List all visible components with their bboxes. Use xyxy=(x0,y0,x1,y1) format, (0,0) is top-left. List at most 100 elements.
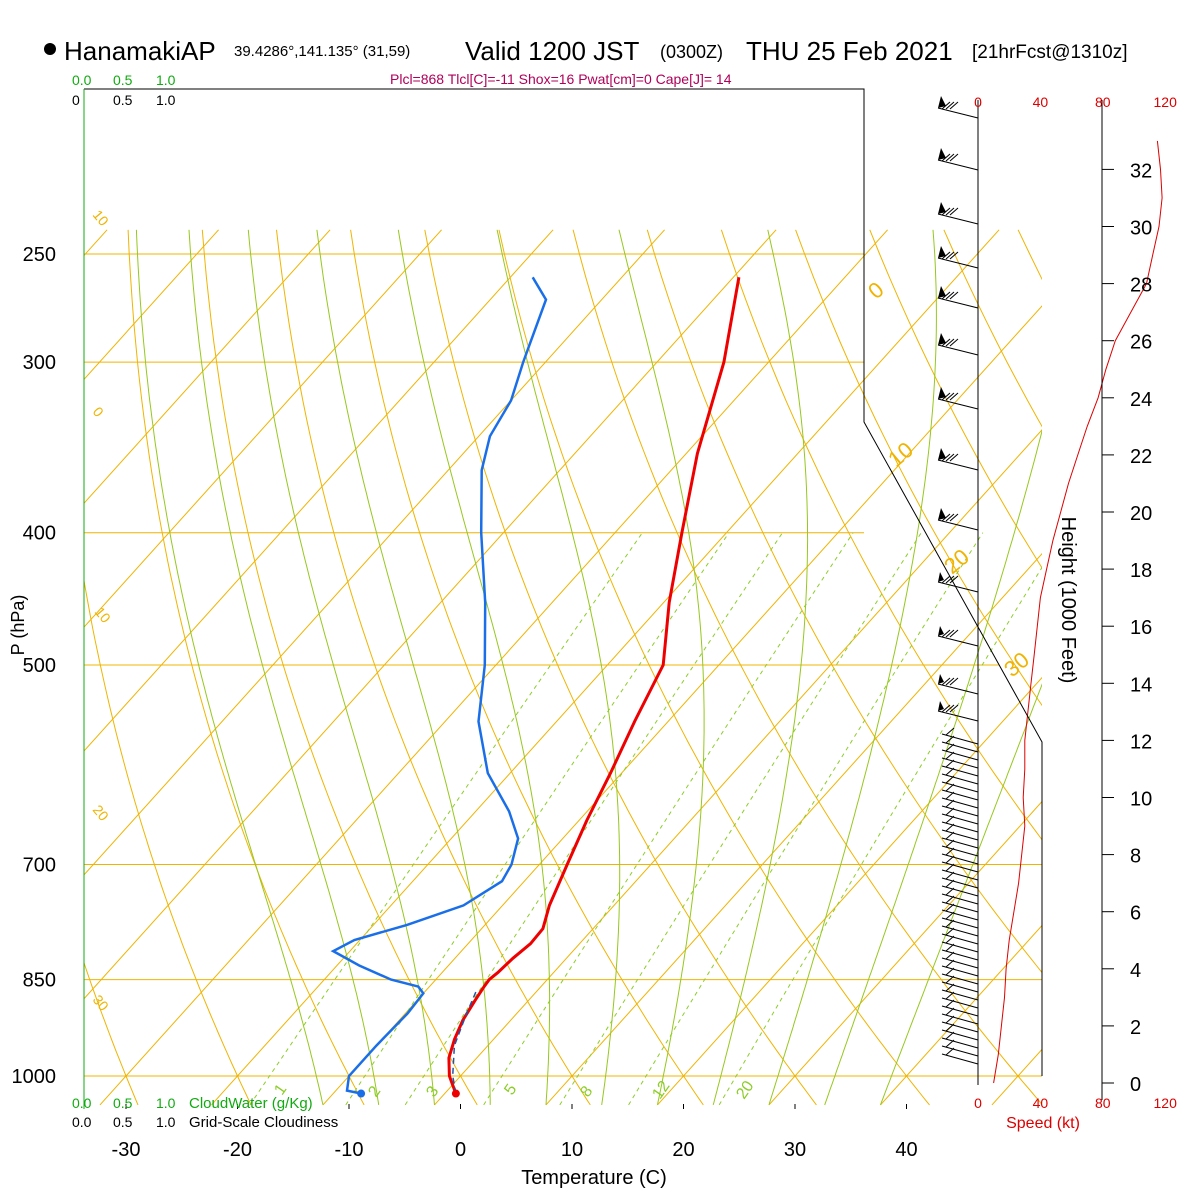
wind-barb xyxy=(941,957,979,969)
pressure-tick-label: 300 xyxy=(23,352,56,374)
dry-adiabat-label: 0 xyxy=(90,404,107,420)
wind-barb xyxy=(941,1037,979,1049)
wind-barb xyxy=(941,789,979,801)
wind-barb xyxy=(941,973,979,985)
mixing-ratio-label: 20 xyxy=(733,1078,757,1102)
x-axis-title: Temperature (C) xyxy=(521,1167,667,1189)
pressure-tick-label: 250 xyxy=(23,244,56,266)
wind-barb xyxy=(941,965,979,977)
moist-adiabat-line xyxy=(824,429,1042,1106)
height-tick-label: 10 xyxy=(1130,789,1152,811)
temperature-tick-label: -30 xyxy=(112,1139,141,1161)
isotherm-line xyxy=(211,229,1000,1106)
dry-adiabat-label: 20 xyxy=(90,802,112,824)
isotherm-line xyxy=(880,924,1042,1106)
valid-utc: (0300Z) xyxy=(660,42,723,62)
moist-adiabat-line xyxy=(712,229,809,1106)
dry-adiabat-line xyxy=(795,229,1042,707)
wind-barb-flag xyxy=(949,153,959,162)
dewpoint-profile xyxy=(330,276,548,1095)
temperature-tick-label: 20 xyxy=(672,1139,694,1161)
wind-barb-flag xyxy=(949,513,959,522)
isotherm-line xyxy=(545,553,1042,1106)
wind-barb-flag xyxy=(945,207,955,216)
surface-temperature-dot xyxy=(451,1089,460,1098)
cloudiness-label: Grid-Scale Cloudiness xyxy=(189,1114,338,1131)
mixing-ratio-label: 8 xyxy=(577,1083,596,1100)
wind-barb-flag xyxy=(941,677,951,686)
temperature-tick-label: 0 xyxy=(455,1139,466,1161)
speed-tick-label-bottom: 40 xyxy=(1033,1095,1049,1111)
cloudiness-scale-tick: 0.5 xyxy=(113,1114,133,1130)
wind-barb xyxy=(941,1053,979,1065)
isotherm-line xyxy=(84,229,331,504)
isotherm-line xyxy=(84,229,442,628)
y-axis-title: P (hPa) xyxy=(8,595,28,656)
pressure-tick-label: 500 xyxy=(23,655,56,677)
wind-barb xyxy=(941,845,979,857)
wind-barb-flag xyxy=(941,704,951,713)
wind-barb xyxy=(937,107,979,119)
dry-adiabat-line xyxy=(0,230,25,1105)
wind-barb-flag xyxy=(949,338,959,347)
moist-adiabat-line xyxy=(618,229,705,1105)
height-tick-label: 32 xyxy=(1130,160,1152,182)
wind-barb xyxy=(941,949,979,961)
dry-adiabat-line xyxy=(276,229,591,1106)
wind-barb-pennant xyxy=(938,202,946,214)
plot-frame xyxy=(84,88,1043,1076)
station-coords: 39.4286°,141.135° (31,59) xyxy=(234,43,410,60)
temperature-tick-label: 30 xyxy=(784,1139,806,1161)
wind-barb-flag xyxy=(945,392,955,401)
wind-barb-pennant xyxy=(938,572,944,582)
indices-line: Plcl=868 Tlcl[C]=-11 Shox=16 Pwat[cm]=0 … xyxy=(390,71,732,87)
wind-barb-flag xyxy=(945,575,955,584)
wind-barb xyxy=(941,933,979,945)
height-tick-label: 18 xyxy=(1130,560,1152,582)
wind-barb xyxy=(937,159,979,171)
wind-barb-flag xyxy=(941,207,951,216)
wind-barb xyxy=(937,683,979,695)
isotherm-line xyxy=(99,229,888,1106)
isotherm-line xyxy=(768,800,1042,1106)
wind-barb xyxy=(941,749,979,761)
mixing-ratio-label: 2 xyxy=(365,1083,384,1100)
wind-barb xyxy=(937,710,979,722)
wind-barb xyxy=(941,997,979,1009)
mixing-ratio-line xyxy=(249,532,643,1106)
wind-barb xyxy=(937,297,979,309)
temperature-tick-label: 10 xyxy=(561,1139,583,1161)
temperature-tick-label: -10 xyxy=(335,1139,364,1161)
cloudwater-scale-tick: 0.5 xyxy=(113,1095,133,1111)
height-tick-label: 16 xyxy=(1130,617,1152,639)
wind-barb-flag xyxy=(941,153,951,162)
moist-adiabat-line xyxy=(316,229,491,1105)
height-tick-label: 2 xyxy=(1130,1017,1141,1039)
wind-barb-flag xyxy=(949,251,959,260)
height-axis-title: Height (1000 Feet) xyxy=(1057,517,1079,684)
wind-barb xyxy=(941,781,979,793)
dry-adiabat-line xyxy=(201,229,478,1106)
valid-time: Valid 1200 JST xyxy=(465,36,640,66)
height-tick-label: 0 xyxy=(1130,1074,1141,1096)
wind-barb-flag xyxy=(941,338,951,347)
speed-axis-title: Speed (kt) xyxy=(1006,1115,1080,1132)
wind-barb xyxy=(937,459,979,471)
wind-barb xyxy=(941,941,979,953)
speed-tick-label-top: 80 xyxy=(1095,94,1111,110)
wind-barb xyxy=(941,1013,979,1025)
wind-barb-flag xyxy=(945,338,955,347)
wind-barb-flag xyxy=(941,251,951,260)
height-tick-label: 20 xyxy=(1130,503,1152,525)
wind-barb xyxy=(941,1045,979,1057)
wind-barb-flag xyxy=(949,453,959,462)
wind-barb-flag xyxy=(945,629,955,638)
wind-barb-flag xyxy=(945,453,955,462)
dry-adiabat-line xyxy=(646,229,1042,974)
dry-adiabat-label: 0 xyxy=(863,277,888,304)
valid-date: THU 25 Feb 2021 xyxy=(746,36,953,66)
wind-barb-flag xyxy=(945,727,955,736)
wind-barb xyxy=(941,917,979,929)
